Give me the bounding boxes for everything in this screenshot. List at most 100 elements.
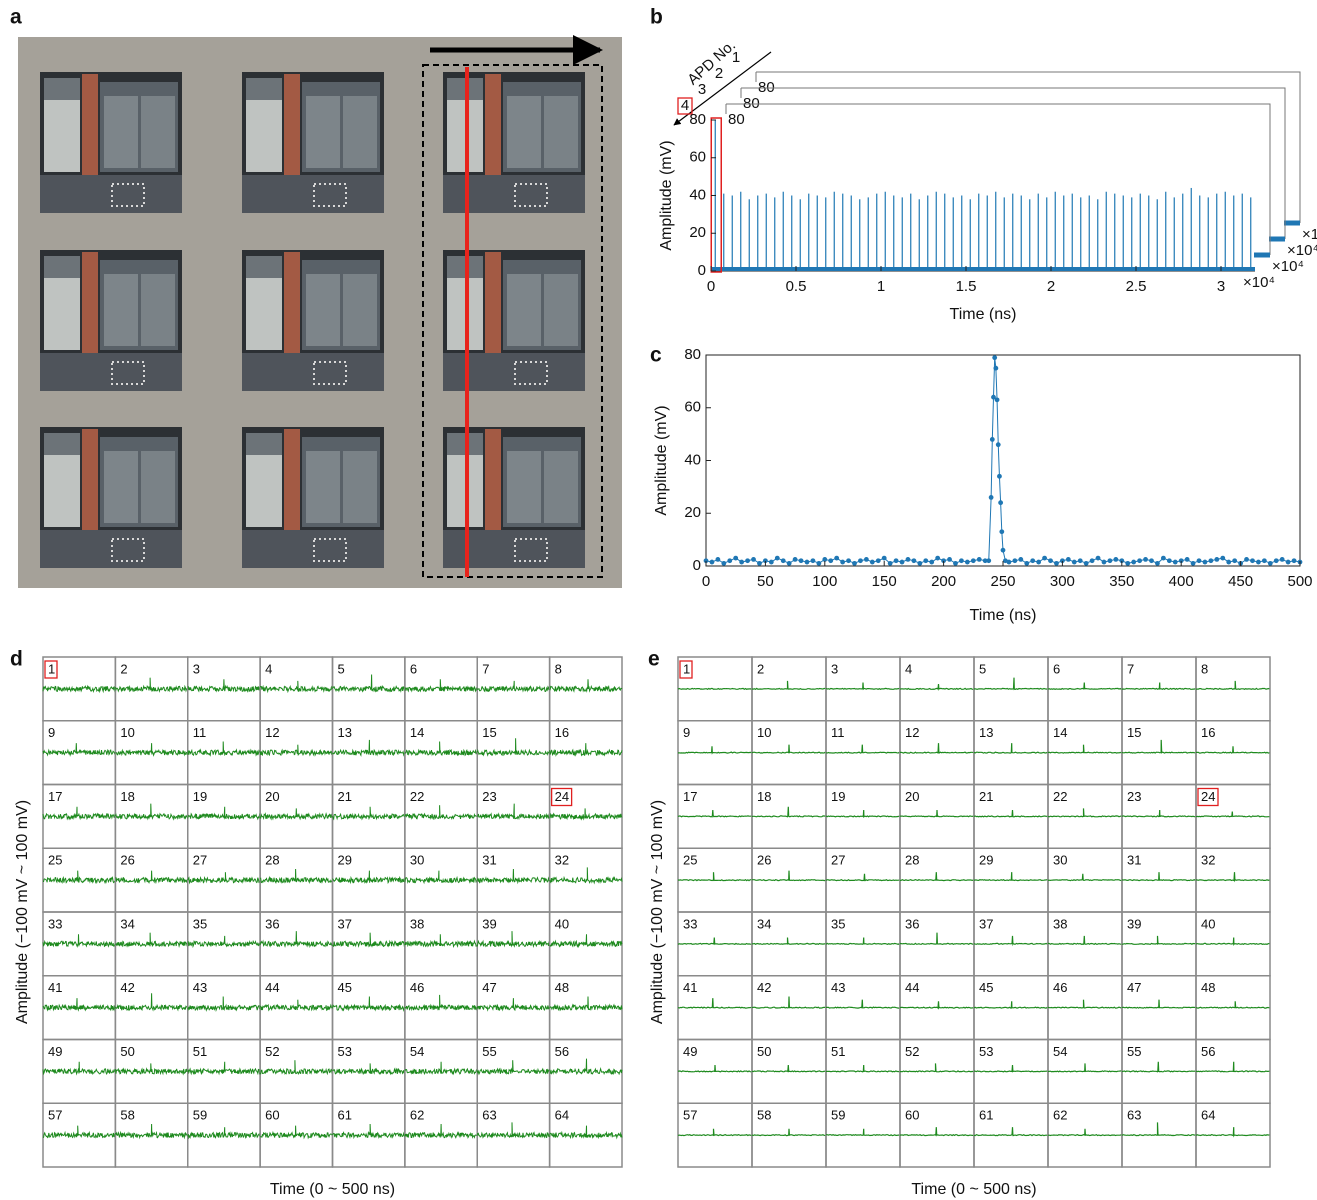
trace <box>477 931 549 946</box>
cell-label: 55 <box>482 1044 496 1059</box>
window-pane <box>507 274 541 346</box>
trace <box>826 1000 899 1008</box>
x-axis-label: Time (ns) <box>950 306 1017 323</box>
point <box>882 556 887 561</box>
trace <box>752 807 825 817</box>
trace <box>1122 1062 1195 1072</box>
x-tick-label: 0.5 <box>786 278 807 295</box>
trace <box>550 997 622 1011</box>
point <box>769 560 774 565</box>
cell-label: 17 <box>48 789 62 804</box>
cell-label: 32 <box>555 853 569 868</box>
cell-label: 47 <box>1127 980 1141 995</box>
window-pane <box>246 433 282 455</box>
cell-label: 60 <box>265 1108 279 1123</box>
point <box>1030 558 1035 563</box>
point <box>1125 561 1130 566</box>
trace <box>752 938 825 945</box>
cell-label: 41 <box>683 980 697 995</box>
trace <box>188 1127 260 1138</box>
cell-label: 32 <box>1201 853 1215 868</box>
trace <box>43 998 115 1010</box>
x-axis-label: Time (ns) <box>970 607 1037 624</box>
cell-label: 26 <box>120 853 134 868</box>
trace <box>974 1001 1047 1008</box>
cell-label: 27 <box>831 853 845 868</box>
point <box>1274 558 1279 563</box>
point <box>799 558 804 563</box>
cell-label: 57 <box>683 1108 697 1123</box>
cell-label: 14 <box>1053 725 1067 740</box>
window-pane <box>246 256 282 278</box>
cell-label: 24 <box>555 789 569 804</box>
point <box>834 556 839 561</box>
cell-label: 40 <box>1201 916 1215 931</box>
window-pane <box>44 78 80 100</box>
point <box>935 556 940 561</box>
panel-label: e <box>648 648 660 671</box>
point <box>929 560 934 565</box>
point <box>757 561 762 566</box>
point <box>793 557 798 562</box>
trace <box>826 745 899 753</box>
cell-label: 36 <box>265 916 279 931</box>
cell-label: 58 <box>757 1108 771 1123</box>
point <box>733 556 738 561</box>
trace <box>405 871 477 883</box>
point <box>992 355 997 360</box>
point <box>1250 558 1255 563</box>
point <box>953 561 958 566</box>
cell-label: 35 <box>193 916 207 931</box>
trace <box>477 738 549 755</box>
trace <box>188 679 260 691</box>
y-tick-label: 0 <box>698 262 706 279</box>
point <box>1173 560 1178 565</box>
trace <box>752 997 825 1009</box>
trace <box>405 1062 477 1074</box>
cell-label: 22 <box>410 789 424 804</box>
point <box>1001 548 1006 553</box>
point <box>1042 556 1047 561</box>
balcony <box>443 353 585 391</box>
brick-pillar <box>82 252 98 353</box>
cell-label: 19 <box>193 789 207 804</box>
trace <box>974 872 1047 880</box>
panel-label: d <box>10 648 23 671</box>
stack-plane <box>726 104 1270 255</box>
cell-label: 5 <box>338 661 345 676</box>
brick-pillar <box>284 429 300 530</box>
stack-plane <box>756 72 1300 223</box>
stack-tick-label: 80 <box>728 111 745 128</box>
trace <box>477 869 549 883</box>
y-axis-label: Amplitude (−100 mV ~ 100 mV) <box>14 800 31 1024</box>
brick-pillar <box>82 74 98 175</box>
point <box>1007 560 1012 565</box>
trace <box>260 869 332 883</box>
trace <box>115 993 187 1010</box>
point <box>1244 557 1249 562</box>
cell-label: 47 <box>482 980 496 995</box>
x-tick-label: 2 <box>1047 278 1055 295</box>
x-tick-label: 100 <box>812 573 837 590</box>
trace <box>115 871 187 883</box>
cell-label: 62 <box>410 1108 424 1123</box>
point <box>1167 558 1172 563</box>
trace <box>826 1129 899 1136</box>
trace <box>1196 1062 1269 1072</box>
window-pane <box>306 451 340 523</box>
trace <box>900 743 973 753</box>
point <box>998 500 1003 505</box>
point <box>846 558 851 563</box>
trace <box>678 998 751 1008</box>
stack-tick-label: 80 <box>743 95 760 112</box>
point <box>1286 560 1291 565</box>
cell-label: 30 <box>1053 853 1067 868</box>
window-pane <box>104 96 138 168</box>
cell-label: 1 <box>48 661 55 676</box>
cell-label: 17 <box>683 789 697 804</box>
cell-label: 3 <box>193 661 200 676</box>
point <box>1108 558 1113 563</box>
y-tick-label: 60 <box>684 399 701 416</box>
x-tick-label: 400 <box>1169 573 1194 590</box>
panel-label: c <box>650 344 662 367</box>
